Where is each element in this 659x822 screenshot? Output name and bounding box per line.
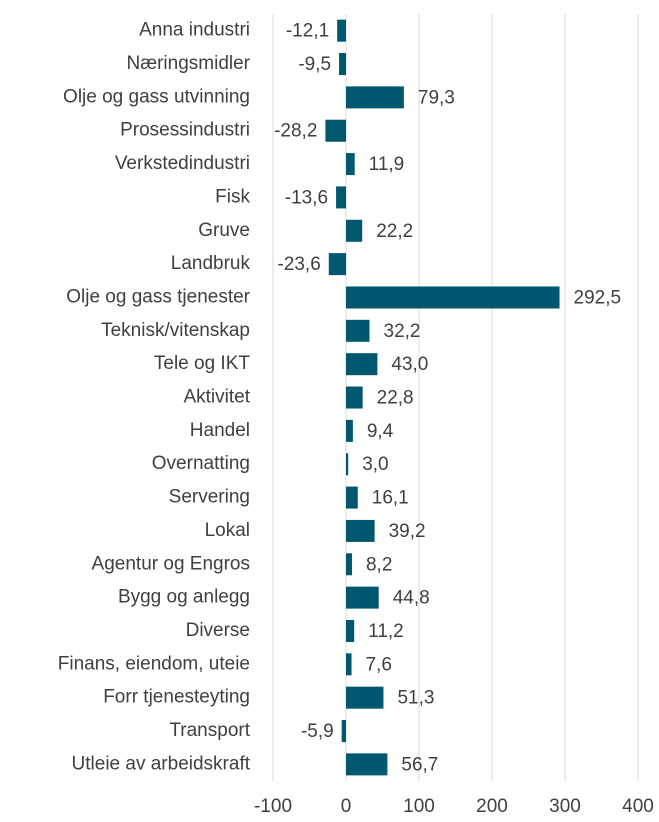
- bar: [339, 53, 346, 76]
- data-label: 39,2: [389, 521, 426, 542]
- bar: [346, 619, 355, 642]
- y-tick-label: Olje og gass utvinning: [63, 86, 250, 107]
- bar: [346, 86, 404, 109]
- data-label: -28,2: [274, 121, 317, 142]
- data-label: 43,0: [391, 354, 428, 375]
- bar: [346, 653, 352, 676]
- y-tick-label: Servering: [169, 487, 250, 508]
- data-label: 11,9: [369, 154, 405, 175]
- x-tick-label: 300: [549, 796, 581, 817]
- data-label: 3,0: [362, 454, 388, 475]
- bar: [346, 353, 378, 376]
- y-tick-label: Lokal: [205, 520, 250, 541]
- bar: [325, 119, 346, 142]
- y-tick-label: Olje og gass tjenester: [66, 286, 250, 307]
- x-tick-label: -100: [254, 796, 292, 817]
- y-tick-label: Anna industri: [139, 20, 250, 41]
- data-label: -5,9: [301, 721, 334, 742]
- bar: [341, 720, 346, 743]
- bar: [346, 219, 363, 242]
- bar: [346, 419, 353, 442]
- bar: [346, 553, 352, 576]
- data-label: 79,3: [418, 87, 455, 108]
- data-label: 16,1: [372, 488, 409, 509]
- data-label: -9,5: [298, 54, 331, 75]
- x-tick-label: 200: [476, 796, 508, 817]
- bar: [336, 186, 346, 209]
- bar: [346, 586, 379, 609]
- bar: [346, 286, 560, 309]
- data-label: -23,6: [277, 254, 320, 275]
- data-label: -12,1: [286, 21, 329, 42]
- bar: [346, 319, 370, 342]
- bar: [346, 453, 349, 476]
- y-tick-label: Teknisk/vitenskap: [101, 320, 250, 341]
- y-tick-label: Fisk: [215, 186, 250, 207]
- data-label: 44,8: [393, 588, 430, 609]
- x-tick-label: 100: [403, 796, 435, 817]
- y-tick-label: Overnatting: [152, 453, 250, 474]
- y-tick-label: Tele og IKT: [154, 353, 250, 374]
- data-label: 9,4: [367, 421, 394, 442]
- y-tick-label: Landbruk: [171, 253, 251, 274]
- y-tick-label: Næringsmidler: [126, 53, 250, 74]
- y-tick-label: Verkstedindustri: [115, 153, 250, 174]
- data-label: 32,2: [384, 321, 421, 342]
- data-label: 292,5: [574, 287, 622, 308]
- bar: [328, 253, 346, 276]
- data-label: 22,2: [376, 221, 413, 242]
- x-tick-label: 0: [341, 796, 352, 817]
- bar: [337, 19, 346, 42]
- y-tick-label: Transport: [169, 720, 250, 741]
- data-label: 56,7: [401, 754, 438, 775]
- bar: [346, 753, 388, 776]
- y-tick-label: Agentur og Engros: [92, 553, 250, 574]
- data-label: 8,2: [366, 554, 392, 575]
- y-tick-label: Prosessindustri: [120, 120, 250, 141]
- y-tick-label: Gruve: [198, 220, 250, 241]
- y-tick-label: Utleie av arbeidskraft: [72, 753, 251, 774]
- bar: [346, 686, 384, 709]
- bar: [346, 386, 363, 409]
- y-tick-label: Handel: [190, 420, 250, 441]
- y-tick-label: Forr tjenesteyting: [103, 687, 250, 708]
- y-tick-label: Aktivitet: [183, 387, 250, 408]
- data-label: -13,6: [285, 187, 328, 208]
- y-tick-label: Bygg og anlegg: [118, 587, 250, 608]
- x-tick-label: 400: [622, 796, 654, 817]
- data-label: 11,2: [368, 621, 404, 642]
- bar: [346, 153, 355, 176]
- bar: [346, 486, 358, 509]
- y-tick-label: Diverse: [186, 620, 250, 641]
- data-label: 7,6: [366, 654, 392, 675]
- data-label: 22,8: [377, 388, 414, 409]
- data-label: 51,3: [397, 688, 434, 709]
- bar: [346, 519, 375, 542]
- y-tick-label: Finans, eiendom, uteie: [58, 653, 250, 674]
